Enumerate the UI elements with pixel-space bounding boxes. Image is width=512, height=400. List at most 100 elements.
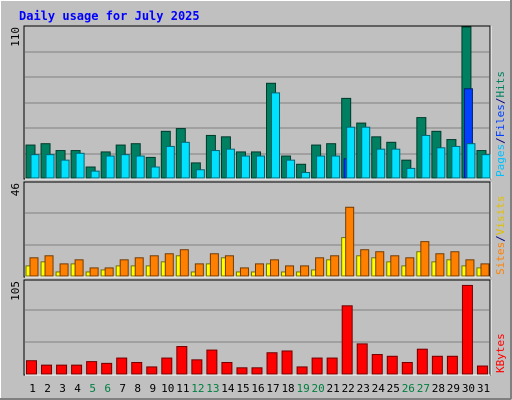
legend-entry: KBytes	[494, 333, 507, 373]
chart-title: Daily usage for July 2025	[19, 9, 200, 23]
sites-bar	[360, 249, 370, 277]
kbytes-bar	[221, 361, 233, 375]
x-tick-label: 17	[266, 382, 279, 395]
x-tick-label: 11	[176, 382, 189, 395]
pages-bar	[105, 155, 115, 179]
x-tick-label: 14	[221, 382, 235, 395]
kbytes-bar	[401, 361, 413, 375]
legend-entry: Sites	[494, 242, 507, 275]
x-tick-label: 2	[44, 382, 51, 395]
pages-bar	[30, 154, 40, 179]
sites-bar	[239, 267, 249, 277]
sites-bar	[315, 257, 325, 277]
sites-bar	[375, 251, 385, 277]
kbytes-bar	[356, 343, 368, 375]
axis-legend: KBytes	[494, 333, 507, 373]
kbytes-bar	[236, 367, 248, 375]
legend-entry: /	[494, 137, 507, 144]
pages-bar	[451, 145, 461, 179]
x-tick-label: 9	[149, 382, 156, 395]
sites-bar	[390, 255, 400, 277]
legend-entry: Pages	[494, 144, 507, 177]
pages-bar	[346, 126, 356, 179]
pages-bar	[150, 166, 160, 179]
x-tick-label: 28	[432, 382, 445, 395]
x-tick-label: 22	[342, 382, 355, 395]
sites-bar	[74, 259, 84, 277]
x-tick-label: 29	[447, 382, 460, 395]
legend-entry: Hits	[494, 71, 507, 98]
kbytes-bar	[146, 366, 158, 375]
kbytes-bar	[71, 364, 83, 375]
pages-bar	[391, 148, 401, 179]
pages-bar	[195, 169, 205, 179]
x-tick-label: 25	[387, 382, 400, 395]
sites-bar	[300, 265, 310, 277]
pages-bar	[120, 154, 130, 179]
sites-bar	[285, 265, 295, 277]
sites-bar	[149, 255, 159, 277]
sites-bar	[330, 255, 340, 277]
x-tick-label: 1	[29, 382, 36, 395]
pages-bar	[481, 154, 491, 179]
x-tick-label: 18	[281, 382, 294, 395]
sites-bar	[209, 253, 219, 277]
pages-bar	[165, 145, 175, 179]
axis-legend: Pages/Files/Hits	[494, 71, 507, 177]
y-max-label: 105	[9, 281, 22, 301]
kbytes-bar	[161, 357, 173, 375]
kbytes-bar	[41, 364, 53, 375]
pages-bar	[286, 159, 296, 179]
pages-bar	[361, 126, 371, 179]
y-max-label: 46	[9, 183, 22, 196]
pages-bar	[376, 148, 386, 179]
kbytes-bar	[386, 355, 398, 375]
kbytes-bar	[461, 284, 473, 375]
pages-bar	[255, 155, 265, 179]
kbytes-bar	[206, 349, 218, 375]
pages-bar	[225, 148, 235, 179]
x-tick-label: 30	[462, 382, 475, 395]
x-tick-label: 12	[191, 382, 204, 395]
kbytes-bar	[86, 361, 98, 375]
sites-bar	[59, 263, 69, 277]
sites-bar	[134, 257, 144, 277]
sites-bar	[194, 263, 204, 277]
kbytes-bar	[131, 361, 143, 375]
pages-bar	[436, 147, 446, 179]
kbytes-bar	[476, 365, 488, 375]
x-tick-label: 27	[417, 382, 430, 395]
sites-bar	[450, 251, 460, 277]
pages-bar	[421, 134, 431, 179]
x-tick-label: 5	[89, 382, 96, 395]
x-tick-label: 3	[59, 382, 66, 395]
kbytes-bar	[281, 350, 293, 375]
kbytes-bar	[176, 346, 188, 375]
pages-bar	[180, 141, 190, 179]
sites-bar	[345, 206, 355, 277]
x-tick-label: 4	[74, 382, 81, 395]
sites-bar	[104, 267, 114, 277]
pages-bar	[331, 155, 341, 179]
kbytes-bar	[251, 367, 263, 375]
x-tick-label: 7	[119, 382, 126, 395]
axis-legend: Sites/Visits	[494, 196, 507, 276]
x-tick-label: 24	[372, 382, 386, 395]
kbytes-bar	[26, 360, 37, 375]
legend-entry: /	[494, 235, 507, 242]
sites-bar	[119, 259, 129, 277]
kbytes-bar	[326, 357, 338, 375]
sites-bar	[29, 257, 39, 277]
x-tick-label: 21	[327, 382, 340, 395]
sites-bar	[89, 267, 99, 277]
kbytes-bar	[311, 357, 323, 375]
x-tick-label: 8	[134, 382, 141, 395]
panel-frame	[23, 181, 491, 278]
x-tick-label: 16	[251, 382, 264, 395]
sites-bar	[435, 253, 445, 277]
sites-bar	[465, 259, 475, 277]
sites-bar	[270, 259, 280, 277]
x-tick-label: 19	[296, 382, 309, 395]
kbytes-bar	[116, 357, 128, 375]
pages-bar	[301, 172, 311, 179]
